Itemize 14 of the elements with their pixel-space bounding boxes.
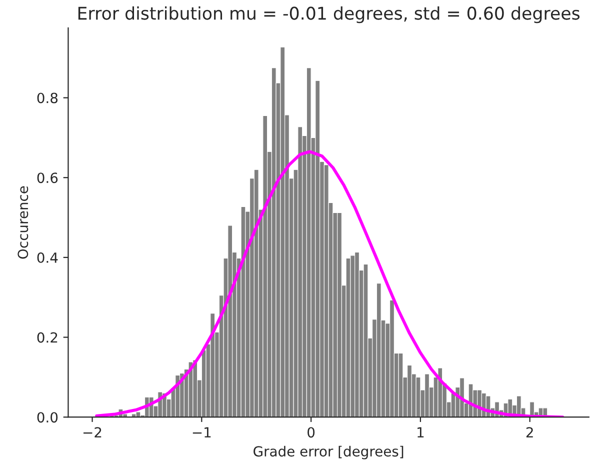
x-tick-label: 2 [526, 427, 533, 438]
x-tick-label: 0 [308, 427, 315, 438]
x-axis-title: Grade error [degrees] [254, 446, 404, 460]
y-tick-label: 0.8 [37, 92, 58, 104]
chart-title: Error distribution mu = -0.01 degrees, std = 0.60 degrees [78, 6, 580, 24]
x-tick-label: −2 [84, 427, 102, 438]
x-tick-label: −1 [192, 427, 211, 438]
y-tick-label: 0.6 [37, 172, 58, 184]
y-tick-label: 0.2 [37, 332, 58, 343]
y-tick-label: 0.0 [37, 412, 58, 423]
y-axis-title: Occurence [18, 186, 28, 259]
y-tick-label: 0.4 [37, 252, 58, 263]
x-tick-label: 1 [418, 427, 424, 438]
line-series [95, 150, 564, 418]
